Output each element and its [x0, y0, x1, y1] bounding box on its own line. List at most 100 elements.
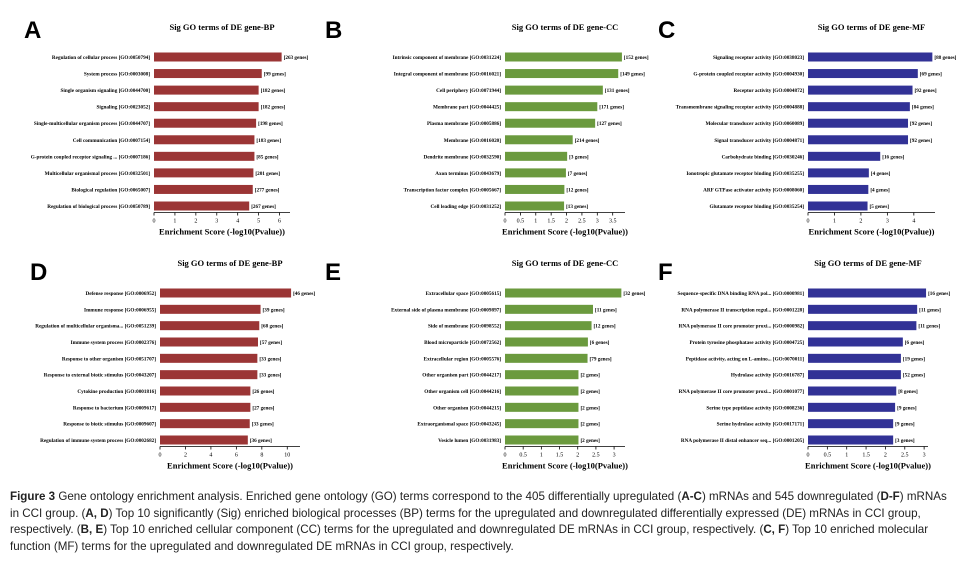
x-tick-label: 2.5 — [592, 453, 600, 459]
x-tick-label: 2 — [184, 453, 187, 459]
panel-label: C — [658, 17, 675, 44]
chart-panel-f: F Sig GO terms of DE gene-MF Sequence-spec… — [658, 258, 950, 471]
x-tick-label: 0 — [153, 219, 156, 225]
category-label: Defense response [GO:0006952] — [85, 291, 156, 297]
category-label: Membrane part [GO:0044425] — [433, 105, 501, 111]
bar — [154, 135, 255, 145]
x-tick-label: 2.5 — [901, 453, 909, 459]
value-label: [2 genes] — [580, 438, 600, 444]
value-label: [11 genes] — [919, 307, 941, 313]
bar — [505, 151, 568, 161]
value-label: [127 genes] — [597, 121, 622, 127]
bar — [160, 321, 260, 331]
x-tick-label: 2 — [565, 219, 568, 225]
value-label: [277 genes] — [255, 187, 280, 193]
bar — [160, 304, 261, 314]
category-label: Response to other organism [GO:0051707] — [62, 356, 156, 362]
x-tick-label: 6 — [278, 219, 281, 225]
bar — [154, 102, 259, 112]
value-label: [2 genes] — [580, 389, 600, 395]
value-label: [84 genes] — [912, 105, 934, 111]
value-label: [6 genes] — [905, 340, 925, 346]
chart-title: Sig GO terms of DE gene-MF — [818, 22, 925, 32]
bar — [505, 201, 565, 211]
value-label: [92 genes] — [910, 138, 932, 144]
x-tick-label: 3.5 — [609, 219, 617, 225]
x-tick-label: 2 — [859, 219, 862, 225]
x-tick-label: 0 — [504, 453, 507, 459]
value-label: [201 genes] — [255, 171, 280, 177]
x-tick-label: 2 — [194, 219, 197, 225]
x-tick-label: 3 — [886, 219, 889, 225]
caption-emphasis: B, E — [80, 523, 104, 536]
value-label: [182 genes] — [261, 105, 286, 111]
bar — [154, 85, 259, 95]
x-tick-label: 3 — [923, 453, 926, 459]
value-label: [214 genes] — [575, 138, 600, 144]
category-label: Regulation of biological process [GO:005… — [47, 204, 150, 210]
category-label: Glutamate receptor binding [GO:0035254] — [710, 204, 805, 210]
chart-panel-b: B Sig GO terms of DE gene-CC Intrinsic com… — [325, 17, 649, 237]
value-label: [267 genes] — [251, 204, 276, 210]
category-label: Plasma membrane [GO:0005886] — [427, 121, 501, 127]
category-label: Cell leading edge [GO:0031252] — [431, 204, 502, 210]
bar — [808, 402, 896, 412]
category-label: Carbohydrate binding [GO:0030246] — [722, 154, 805, 160]
category-label: Regulation of immune system process [GO:… — [40, 438, 156, 444]
bar — [808, 288, 927, 298]
bar — [808, 386, 897, 396]
value-label: [92 genes] — [915, 88, 937, 94]
category-label: RNA polymerase II core promoter proxi...… — [679, 324, 805, 330]
x-tick-label: 2.5 — [578, 219, 586, 225]
bar — [808, 151, 881, 161]
bar — [505, 135, 573, 145]
x-axis-label: Enrichment Score (-log10(Pvalue)) — [167, 461, 293, 471]
category-label: Other organism part [GO:0044217] — [422, 373, 501, 379]
x-tick-label: 0 — [504, 219, 507, 225]
value-label: [16 genes] — [882, 154, 904, 160]
bar — [505, 386, 579, 396]
category-label: Serine hydrolase activity [GO:0017171] — [717, 422, 805, 428]
x-tick-label: 0 — [807, 219, 810, 225]
bar — [808, 337, 903, 347]
x-axis-label: Enrichment Score (-log10(Pvalue)) — [502, 461, 628, 471]
category-label: Peptidase activity, acting on L-amino...… — [686, 356, 805, 362]
value-label: [2 genes] — [580, 405, 600, 411]
x-tick-label: 4 — [209, 453, 212, 459]
x-tick-label: 1 — [173, 219, 176, 225]
value-label: [2 genes] — [580, 422, 600, 428]
bar — [505, 304, 593, 314]
value-label: [12 genes] — [594, 324, 616, 330]
chart-title: Sig GO terms of DE gene-CC — [512, 258, 618, 268]
category-label: RNA polymerase II core promoter proxi...… — [679, 389, 805, 395]
category-label: Side of membrane [GO:0098552] — [428, 324, 501, 330]
value-label: [32 genes] — [623, 291, 645, 297]
category-label: Integral component of membrane [GO:00160… — [394, 72, 501, 78]
x-tick-label: 8 — [260, 453, 263, 459]
value-label: [46 genes] — [293, 291, 315, 297]
caption-emphasis: C, F — [763, 523, 786, 536]
x-tick-label: 6 — [235, 453, 238, 459]
category-label: Serine type peptidase activity [GO:00082… — [706, 405, 804, 411]
x-tick-label: 0.5 — [824, 453, 832, 459]
bar — [808, 168, 869, 178]
bar — [160, 370, 258, 380]
value-label: [3 genes] — [895, 438, 915, 444]
x-tick-label: 2 — [576, 453, 579, 459]
category-label: Single-multicellular organism process [G… — [34, 121, 150, 127]
category-label: External side of plasma membrane [GO:000… — [391, 307, 501, 313]
category-label: Signaling [GO:0023052] — [97, 105, 151, 111]
category-label: RNA polymerase II transcription regul...… — [681, 307, 804, 313]
value-label: [19 genes] — [903, 356, 925, 362]
bar — [505, 337, 588, 347]
category-label: Regulation of multicellular organisma...… — [35, 324, 156, 330]
x-tick-label: 4 — [236, 219, 239, 225]
panel-label: B — [325, 17, 342, 44]
x-tick-label: 10 — [284, 453, 290, 459]
x-tick-label: 0 — [807, 453, 810, 459]
panel-label: A — [24, 17, 41, 44]
category-label: Immune response [GO:0006955] — [84, 307, 156, 313]
bar — [808, 435, 894, 445]
chart-panel-d: D Sig GO terms of DE gene-BP Defense respo… — [30, 258, 315, 471]
category-label: Intrinsic component of membrane [GO:0031… — [393, 55, 502, 61]
